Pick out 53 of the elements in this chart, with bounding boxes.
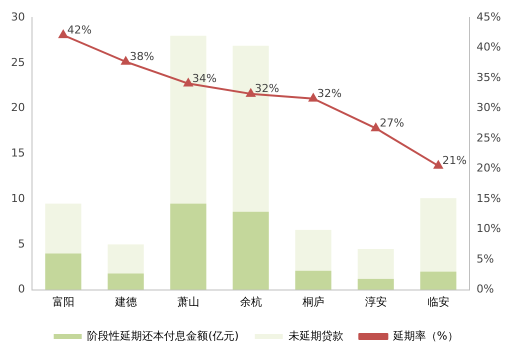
bar	[420, 198, 456, 272]
data-label: 21%	[442, 154, 467, 168]
y2-tick-label: 30%	[476, 101, 502, 114]
x-tick-label: 建德	[114, 295, 137, 308]
y-tick-label: 30	[10, 10, 25, 24]
bar	[45, 204, 82, 254]
legend-label: 阶段性延期还本付息金额(亿元)	[87, 329, 239, 342]
bar	[108, 273, 144, 290]
data-label: 38%	[130, 50, 154, 64]
data-label: 32%	[317, 87, 342, 100]
y2-tick-label: 10%	[476, 222, 502, 236]
y2-tick-label: 5%	[476, 252, 494, 266]
y2-tick-label: 15%	[476, 192, 502, 205]
y2-tick-label: 45%	[476, 10, 502, 24]
point	[246, 88, 256, 97]
x-tick-label: 富阳	[52, 295, 74, 308]
point	[184, 78, 193, 87]
y-tick-label: 15	[10, 146, 25, 160]
y2-tick-label: 0%	[476, 282, 494, 296]
x-tick-label: 桐庐	[301, 295, 324, 308]
point	[308, 94, 318, 102]
y-tick-label: 5	[18, 237, 25, 250]
x-tick-label: 临安	[427, 295, 450, 308]
y2-tick-label: 25%	[476, 131, 502, 144]
legend-label: 延期率（%）	[392, 329, 458, 342]
x-tick-label: 淳安	[364, 295, 387, 308]
data-label: 27%	[380, 116, 404, 130]
y-tick-label: 20	[10, 101, 25, 114]
bar	[295, 270, 332, 290]
data-label: 34%	[192, 72, 217, 85]
bar	[295, 230, 332, 271]
bar	[420, 272, 456, 290]
x-tick-label: 余杭	[240, 295, 262, 308]
bar	[232, 212, 269, 290]
x-tick-label: 萧山	[177, 295, 200, 308]
bar	[358, 278, 394, 290]
y-tick-label: 10	[10, 192, 25, 205]
point	[371, 123, 380, 132]
y-tick-label: 25	[10, 56, 25, 69]
point	[58, 30, 68, 38]
bar	[358, 248, 394, 279]
data-label: 32%	[254, 82, 280, 96]
y-tick-label: 0	[18, 282, 25, 296]
y2-tick-label: 20%	[476, 162, 502, 175]
bar	[108, 244, 144, 274]
y2-tick-label: 35%	[476, 70, 502, 84]
y2-tick-label: 40%	[476, 40, 502, 54]
point	[434, 160, 443, 169]
data-label: 42%	[67, 24, 92, 36]
point	[121, 56, 130, 65]
bar	[45, 254, 82, 290]
bar	[170, 204, 206, 290]
legend-label: 未延期贷款	[288, 329, 344, 342]
